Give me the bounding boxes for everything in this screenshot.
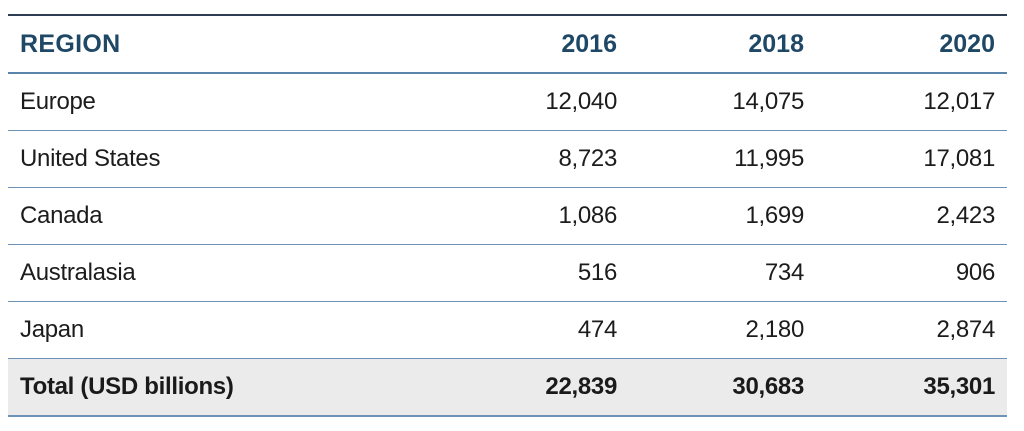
value-cell: 2,423 [816, 187, 1007, 245]
value-cell: 12,017 [816, 73, 1007, 131]
region-cell: Australasia [8, 244, 406, 302]
value-cell: 11,995 [629, 130, 816, 188]
column-header-year: 2018 [629, 14, 816, 74]
table-row: Canada 1,086 1,699 2,423 [8, 187, 1007, 245]
value-cell: 1,086 [406, 187, 629, 245]
value-cell: 906 [816, 244, 1007, 302]
total-value-cell: 30,683 [629, 358, 816, 417]
region-cell: Japan [8, 301, 406, 359]
table-row: Australasia 516 734 906 [8, 244, 1007, 302]
total-row: Total (USD billions) 22,839 30,683 35,30… [8, 358, 1007, 417]
table-header: REGION 2016 2018 2020 [8, 14, 1007, 74]
column-header-region: REGION [8, 14, 406, 74]
value-cell: 12,040 [406, 73, 629, 131]
table-body: Europe 12,040 14,075 12,017 United State… [8, 73, 1007, 359]
data-table-container: REGION 2016 2018 2020 Europe 12,040 14,0… [8, 14, 1007, 417]
region-cell: United States [8, 130, 406, 188]
value-cell: 17,081 [816, 130, 1007, 188]
value-cell: 474 [406, 301, 629, 359]
value-cell: 14,075 [629, 73, 816, 131]
header-row: REGION 2016 2018 2020 [8, 14, 1007, 74]
data-table: REGION 2016 2018 2020 Europe 12,040 14,0… [8, 14, 1007, 417]
value-cell: 8,723 [406, 130, 629, 188]
column-header-year: 2016 [406, 14, 629, 74]
value-cell: 2,874 [816, 301, 1007, 359]
total-value-cell: 22,839 [406, 358, 629, 417]
total-label: Total (USD billions) [8, 358, 406, 417]
value-cell: 1,699 [629, 187, 816, 245]
table-row: Europe 12,040 14,075 12,017 [8, 73, 1007, 131]
table-row: Japan 474 2,180 2,874 [8, 301, 1007, 359]
total-value-cell: 35,301 [816, 358, 1007, 417]
table-footer: Total (USD billions) 22,839 30,683 35,30… [8, 358, 1007, 417]
value-cell: 516 [406, 244, 629, 302]
value-cell: 734 [629, 244, 816, 302]
table-row: United States 8,723 11,995 17,081 [8, 130, 1007, 188]
region-cell: Europe [8, 73, 406, 131]
column-header-year: 2020 [816, 14, 1007, 74]
value-cell: 2,180 [629, 301, 816, 359]
region-cell: Canada [8, 187, 406, 245]
